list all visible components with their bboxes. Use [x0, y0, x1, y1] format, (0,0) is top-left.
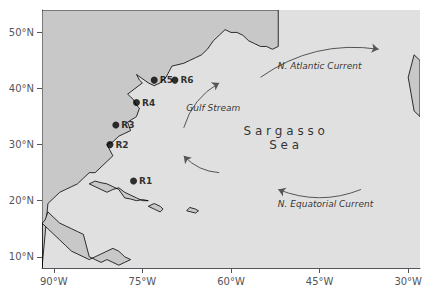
- svg-text:N. Atlantic Current: N. Atlantic Current: [278, 61, 362, 71]
- svg-text:R1: R1: [139, 176, 152, 186]
- svg-text:N. Equatorial Current: N. Equatorial Current: [278, 199, 374, 209]
- svg-text:R6: R6: [180, 75, 193, 85]
- svg-text:20°N: 20°N: [9, 195, 34, 206]
- svg-text:S e a: S e a: [269, 138, 299, 152]
- svg-text:R3: R3: [121, 120, 134, 130]
- svg-text:45°W: 45°W: [306, 276, 334, 287]
- svg-text:40°N: 40°N: [9, 83, 34, 94]
- svg-text:30°N: 30°N: [9, 139, 34, 150]
- svg-text:50°N: 50°N: [9, 27, 34, 38]
- svg-text:30°W: 30°W: [394, 276, 422, 287]
- svg-text:S a r g a s s o: S a r g a s s o: [243, 124, 324, 138]
- svg-text:R2: R2: [115, 140, 128, 150]
- svg-text:60°W: 60°W: [217, 276, 245, 287]
- svg-text:R4: R4: [142, 98, 155, 108]
- svg-text:10°N: 10°N: [9, 251, 34, 262]
- svg-text:R5: R5: [160, 75, 173, 85]
- svg-text:90°W: 90°W: [40, 276, 68, 287]
- svg-text:Gulf Stream: Gulf Stream: [186, 103, 240, 113]
- svg-text:75°W: 75°W: [129, 276, 157, 287]
